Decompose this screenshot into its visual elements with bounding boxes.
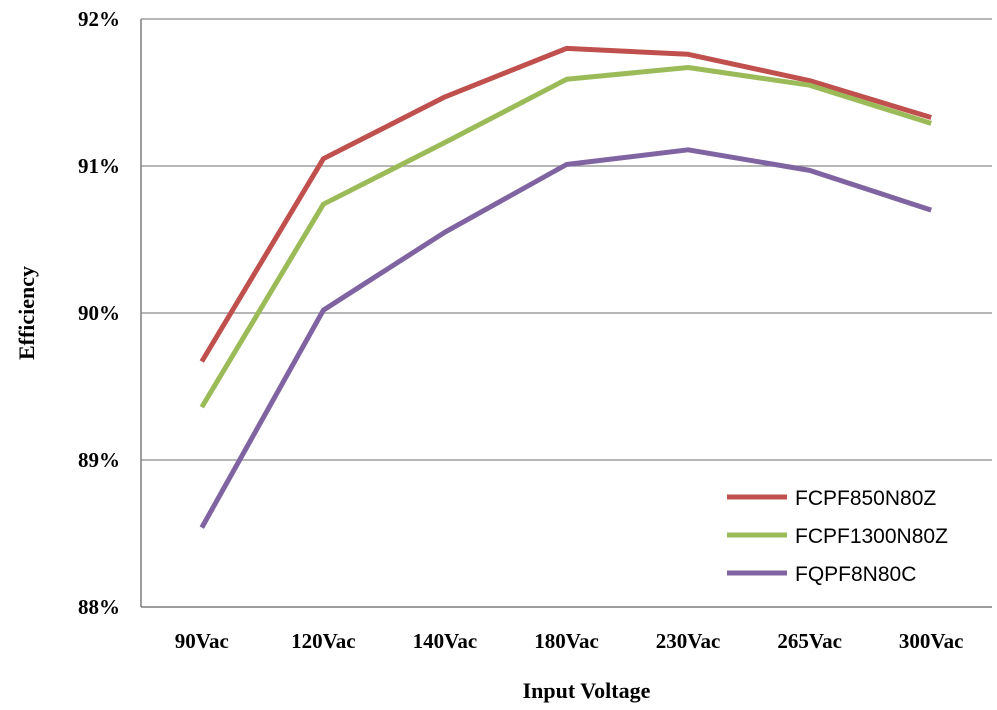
x-tick-label: 90Vac bbox=[175, 629, 229, 653]
y-axis-title: Efficiency bbox=[14, 266, 39, 360]
y-tick-label: 88% bbox=[78, 595, 120, 619]
x-tick-label: 230Vac bbox=[656, 629, 721, 653]
series-line-3 bbox=[199, 147, 932, 529]
series-line-2 bbox=[199, 65, 932, 409]
y-tick-label: 90% bbox=[78, 301, 120, 325]
legend-label: FCPF1300N80Z bbox=[795, 525, 948, 548]
y-axis-tick-labels: 88% 89% 90% 91% 92% bbox=[78, 7, 120, 619]
series-lines bbox=[199, 45, 932, 529]
y-tick-label: 92% bbox=[78, 7, 120, 31]
legend: FCPF850N80Z FCPF1300N80Z FQPF8N80C bbox=[727, 487, 948, 586]
x-tick-label: 265Vac bbox=[777, 629, 842, 653]
x-tick-label: 120Vac bbox=[291, 629, 356, 653]
legend-label: FQPF8N80C bbox=[795, 563, 916, 586]
x-tick-label: 300Vac bbox=[899, 629, 964, 653]
y-tick-label: 89% bbox=[78, 448, 120, 472]
series-line-1 bbox=[199, 45, 932, 363]
x-tick-label: 140Vac bbox=[413, 629, 478, 653]
legend-label: FCPF850N80Z bbox=[795, 487, 936, 510]
x-axis-tick-labels: 90Vac 120Vac 140Vac 180Vac 230Vac 265Vac 300Va… bbox=[175, 629, 964, 653]
gridlines bbox=[141, 18, 992, 461]
y-tick-label: 91% bbox=[78, 154, 120, 178]
x-axis-title: Input Voltage bbox=[523, 678, 651, 703]
x-tick-label: 180Vac bbox=[534, 629, 599, 653]
